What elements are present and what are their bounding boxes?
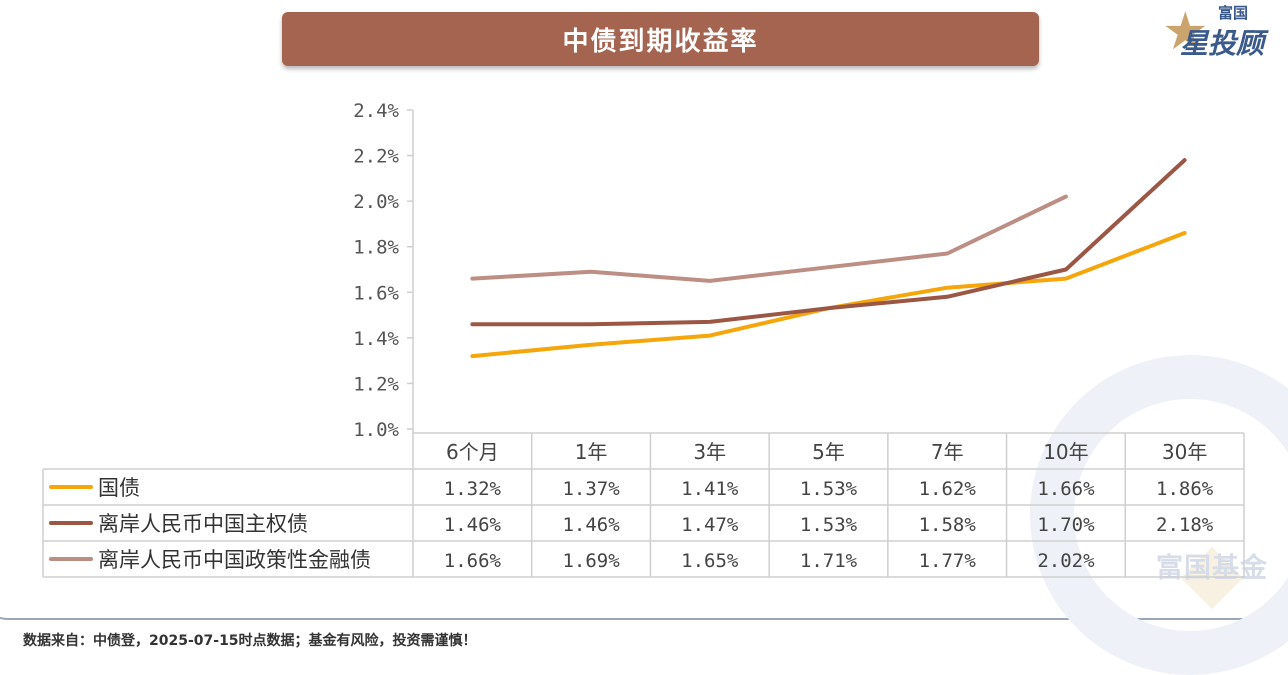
y-tick-label: 2.0% <box>353 191 399 213</box>
data-value-label: 1.62% <box>919 478 977 500</box>
data-value-label: 1.66% <box>1037 478 1095 500</box>
y-tick-label: 1.8% <box>353 237 399 259</box>
y-tick-label: 1.4% <box>353 328 399 350</box>
data-value-label: 1.58% <box>919 514 977 536</box>
data-value-label: 1.46% <box>562 514 620 536</box>
yield-chart: 2.4% 2.2% 2.0% 1.8% 1.6% 1.4% 1.2% 1.0% 6个月 1年 3年 5… <box>42 100 1245 578</box>
data-value-label: 1.65% <box>681 550 739 572</box>
title-banner: 中债到期收益率 <box>282 12 1039 66</box>
data-value-label: 1.69% <box>562 550 620 572</box>
x-category-label: 5年 <box>812 440 845 464</box>
y-tick-label: 2.4% <box>353 100 399 122</box>
data-value-label: 1.46% <box>444 514 502 536</box>
logo-main-text: 星投顾 <box>1180 27 1265 60</box>
legend-series-name: 国债 <box>98 476 140 500</box>
series-line <box>470 194 1068 283</box>
data-value-label: 1.37% <box>562 478 620 500</box>
data-value-label: 1.71% <box>800 550 858 572</box>
chart-title: 中债到期收益率 <box>562 26 759 57</box>
y-tick-label: 1.2% <box>353 373 399 395</box>
x-category-label: 1年 <box>575 440 608 464</box>
data-value-label: 1.41% <box>681 478 739 500</box>
data-value-label: 1.47% <box>681 514 739 536</box>
x-category-label: 7年 <box>931 440 964 464</box>
x-category-label: 6个月 <box>446 440 499 464</box>
data-value-label: 2.18% <box>1156 514 1214 536</box>
legend-series-name: 离岸人民币中国主权债 <box>98 512 308 536</box>
data-value-label: 1.86% <box>1156 478 1214 500</box>
logo-top-text: 富国 <box>1218 4 1249 22</box>
y-tick-label: 1.6% <box>353 282 399 304</box>
x-category-label: 30年 <box>1162 440 1207 464</box>
series-line <box>470 158 1187 327</box>
source-footnote: 数据来自：中债登，2025-07-15时点数据；基金有风险，投资需谨慎！ <box>23 633 477 649</box>
data-value-label: 1.53% <box>800 514 858 536</box>
star-icon: ★ <box>1162 2 1209 62</box>
data-value-label: 2.02% <box>1037 550 1095 572</box>
brand-logo: ★ 富国 星投顾 <box>1162 2 1286 60</box>
data-value-label: 1.53% <box>800 478 858 500</box>
y-tick-label: 1.0% <box>353 419 399 441</box>
legend-series-name: 离岸人民币中国政策性金融债 <box>98 548 371 572</box>
y-tick-label: 2.2% <box>353 146 399 168</box>
watermark-text: 富国基金 <box>1156 553 1268 584</box>
data-value-label: 1.66% <box>444 550 502 572</box>
x-category-label: 3年 <box>693 440 726 464</box>
data-value-label: 1.70% <box>1037 514 1095 536</box>
series-line <box>470 231 1187 359</box>
data-value-label: 1.32% <box>444 478 502 500</box>
x-category-label: 10年 <box>1043 440 1088 464</box>
data-value-label: 1.77% <box>919 550 977 572</box>
